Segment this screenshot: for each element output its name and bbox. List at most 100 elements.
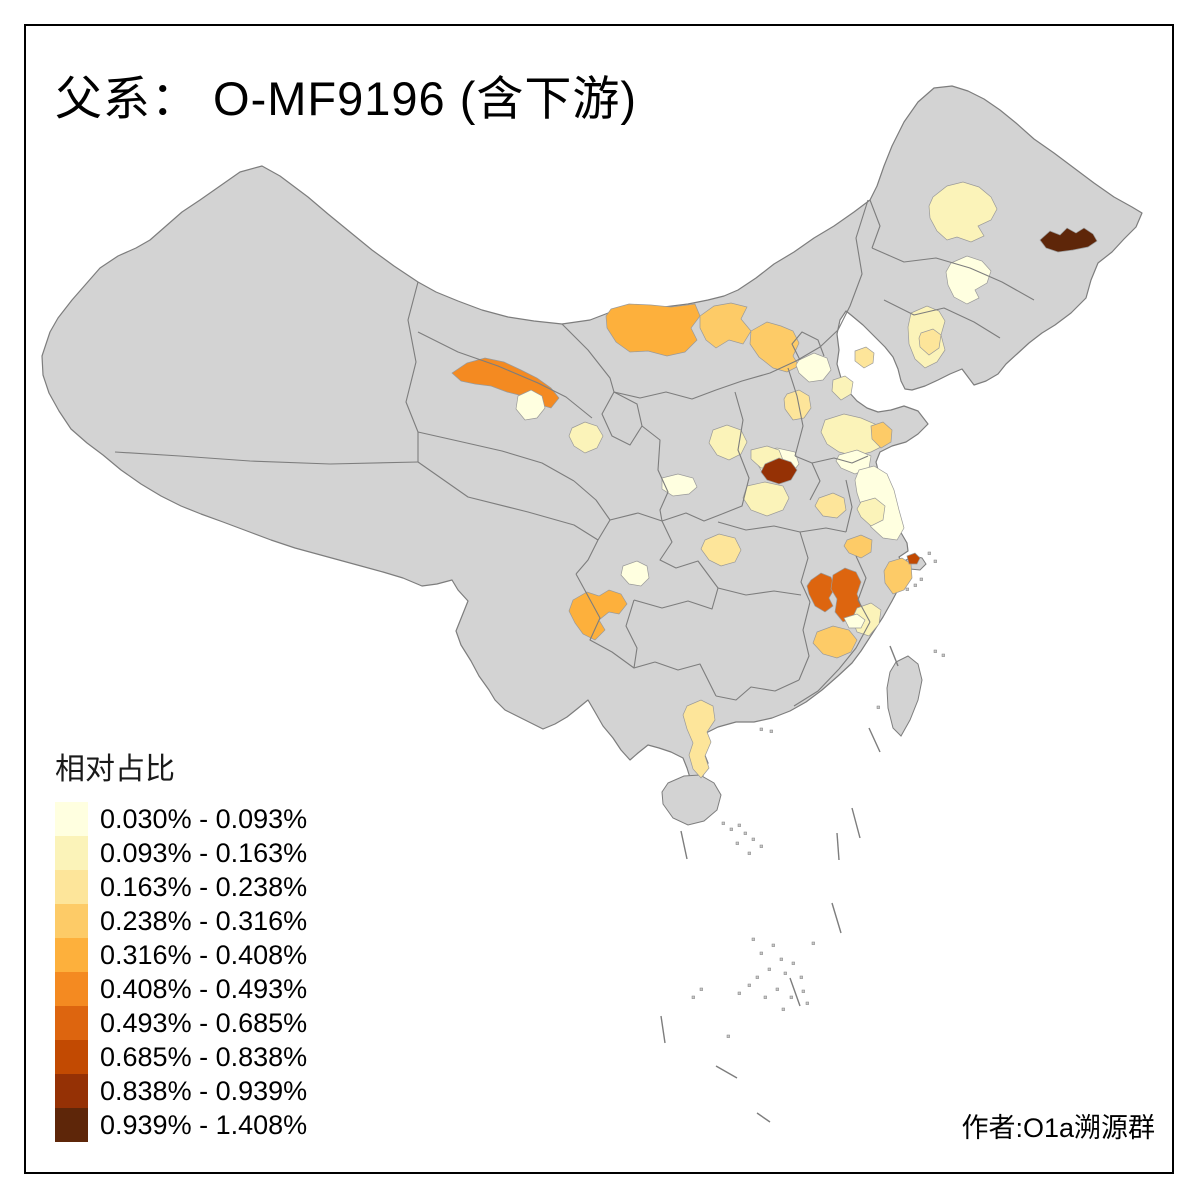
island-hainan (661, 774, 722, 826)
islet (751, 937, 755, 941)
islet (876, 705, 880, 709)
province-border (654, 661, 717, 697)
legend-item: 0.316% - 0.408% (55, 938, 307, 972)
legend-label: 0.163% - 0.238% (100, 871, 308, 902)
legend-item: 0.238% - 0.316% (55, 904, 307, 938)
islet (743, 831, 747, 835)
islet (747, 983, 751, 987)
choropleth-region (883, 557, 913, 595)
islet (779, 957, 783, 961)
figure-border (24, 24, 1174, 1174)
choropleth-region (742, 481, 790, 517)
legend-swatch (55, 904, 88, 938)
province-border (405, 281, 419, 462)
province-border (721, 391, 750, 515)
legend-item: 0.030% - 0.093% (55, 802, 307, 836)
islet (751, 837, 755, 841)
province-border (561, 323, 615, 393)
legend-swatch (55, 938, 88, 972)
choropleth-region (870, 421, 893, 449)
legend-swatch (55, 1040, 88, 1074)
legend-item: 0.408% - 0.493% (55, 972, 307, 1006)
islet (805, 1001, 809, 1005)
province-border (715, 679, 800, 701)
islet (941, 653, 945, 657)
legend-swatch (55, 1108, 88, 1142)
choropleth-region (783, 389, 812, 421)
choropleth-region (605, 303, 701, 357)
choropleth-region (795, 352, 832, 383)
province-border (609, 512, 723, 522)
province-border (641, 425, 669, 522)
legend-swatch (55, 1006, 88, 1040)
nine-dash-segment (680, 830, 688, 860)
province-border (838, 621, 871, 670)
islet (691, 995, 695, 999)
province-border (601, 391, 643, 446)
islet (801, 989, 805, 993)
legend-label: 0.316% - 0.408% (100, 939, 308, 970)
islet (699, 987, 703, 991)
legend-item: 0.163% - 0.238% (55, 870, 307, 904)
legend-swatch (55, 802, 88, 836)
province-border (845, 479, 853, 533)
choropleth-region (682, 699, 716, 779)
choropleth-region (1039, 227, 1098, 253)
islet (759, 951, 763, 955)
province-border (717, 521, 847, 533)
province-border (659, 520, 719, 589)
nine-dash-segment (889, 645, 899, 667)
choropleth-region (854, 346, 875, 369)
province-border (799, 531, 811, 603)
choropleth-region (760, 457, 798, 485)
page-title: 父系： O-MF9196 (含下游) (55, 72, 638, 125)
choropleth-region (515, 389, 546, 421)
legend-label: 0.093% - 0.163% (100, 837, 308, 868)
islet (737, 823, 741, 827)
choropleth-region (812, 625, 858, 659)
nine-dash-segment (660, 1015, 666, 1044)
legend-label: 0.838% - 0.939% (100, 1075, 308, 1106)
nine-dash-segment (789, 977, 801, 1007)
province-border (417, 431, 575, 482)
islet (789, 995, 793, 999)
province-border (819, 329, 839, 348)
province-border (633, 587, 719, 610)
choropleth-region (620, 560, 650, 587)
islet (747, 851, 751, 855)
province-border (871, 247, 1035, 301)
islet (729, 827, 733, 831)
choropleth-region (699, 302, 752, 349)
choropleth-region (661, 473, 698, 497)
nine-dash-segment (756, 1112, 771, 1123)
islet (735, 841, 739, 845)
legend-label: 0.939% - 1.408% (100, 1109, 308, 1140)
islet (759, 844, 763, 848)
province-border (575, 539, 599, 575)
legend-label: 0.238% - 0.316% (100, 905, 308, 936)
legend-label: 0.408% - 0.493% (100, 973, 308, 1004)
province-border (575, 573, 656, 669)
legend-item: 0.093% - 0.163% (55, 836, 307, 870)
islet (721, 821, 725, 825)
islet (737, 991, 741, 995)
islet (933, 559, 937, 563)
islet (781, 1007, 785, 1011)
province-border (717, 587, 802, 596)
choropleth-region (708, 424, 748, 461)
province-border (114, 451, 419, 465)
province-border (793, 668, 840, 707)
islet (913, 583, 917, 587)
choropleth-region (700, 533, 742, 567)
islet (919, 577, 923, 581)
island-taiwan (886, 655, 923, 737)
choropleth-region (928, 181, 998, 243)
islet (771, 943, 775, 947)
islet (763, 995, 767, 999)
islet (811, 941, 815, 945)
choropleth-region (918, 328, 942, 356)
legend-title: 相对占比 (55, 753, 175, 786)
islet (905, 587, 909, 591)
legend-item: 0.939% - 1.408% (55, 1108, 307, 1142)
